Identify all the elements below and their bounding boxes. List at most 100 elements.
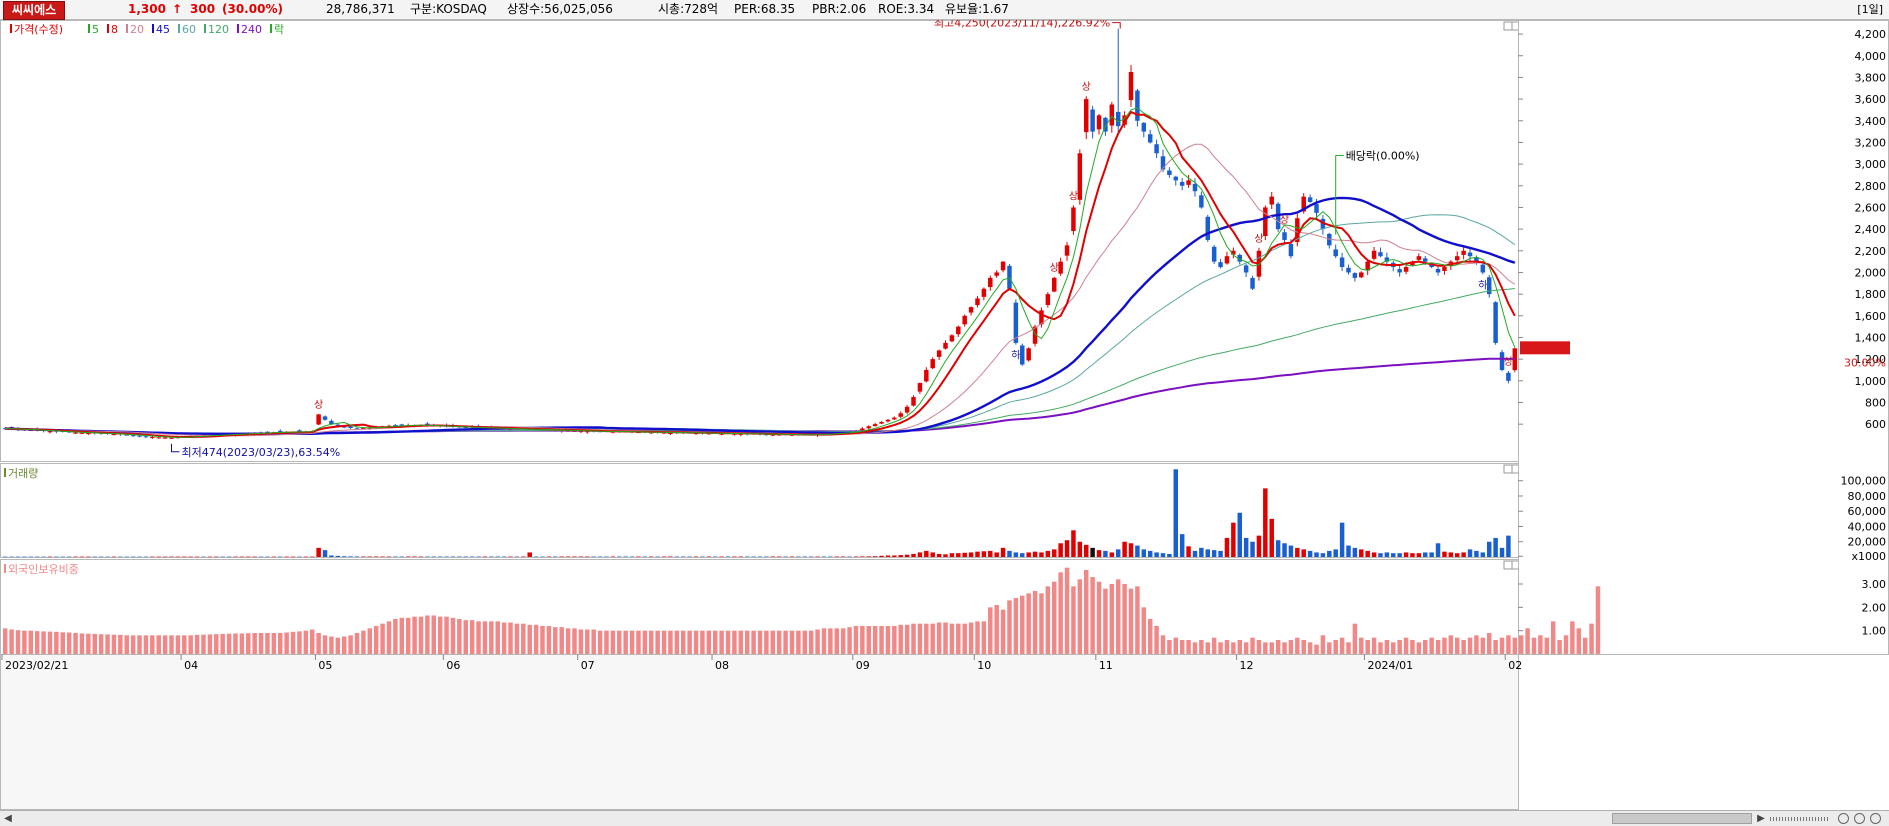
- foreign-bar-220[interactable]: [1410, 640, 1415, 654]
- candle-161[interactable]: [1032, 326, 1038, 344]
- volume-bar-99[interactable]: [636, 556, 641, 558]
- foreign-bar-131[interactable]: [840, 628, 846, 654]
- foreign-bar-53[interactable]: [341, 636, 347, 655]
- foreign-bar-119[interactable]: [764, 630, 769, 654]
- volume-bar-142[interactable]: [911, 553, 916, 557]
- foreign-bar-245[interactable]: [1570, 621, 1575, 654]
- candle-200[interactable]: [1282, 232, 1287, 240]
- volume-bar-32[interactable]: [207, 556, 213, 558]
- foreign-bar-51[interactable]: [329, 636, 334, 655]
- candle-151[interactable]: [968, 307, 974, 313]
- candle-21[interactable]: [137, 435, 142, 437]
- volume-bar-201[interactable]: [1288, 545, 1294, 557]
- foreign-bar-136[interactable]: [872, 626, 878, 654]
- foreign-bar-247[interactable]: [1582, 637, 1588, 654]
- volume-bar-202[interactable]: [1295, 547, 1300, 557]
- foreign-bar-210[interactable]: [1346, 642, 1351, 654]
- foreign-bar-86[interactable]: [553, 627, 558, 654]
- volume-bar-86[interactable]: [553, 556, 558, 558]
- volume-bar-161[interactable]: [1032, 551, 1038, 557]
- volume-bar-12[interactable]: [79, 556, 85, 558]
- volume-bar-180[interactable]: [1154, 552, 1159, 557]
- volume-bar-128[interactable]: [821, 556, 827, 558]
- candle-195[interactable]: [1250, 277, 1255, 289]
- foreign-bar-211[interactable]: [1352, 623, 1358, 654]
- scroll-right-icon[interactable]: ▶: [1757, 813, 1765, 824]
- foreign-bar-95[interactable]: [610, 630, 616, 654]
- volume-bar-81[interactable]: [521, 556, 526, 558]
- volume-bar-93[interactable]: [597, 556, 603, 558]
- volume-bar-217[interactable]: [1391, 553, 1396, 557]
- foreign-bar-100[interactable]: [642, 630, 648, 654]
- volume-bar-126[interactable]: [808, 556, 814, 558]
- foreign-bar-199[interactable]: [1275, 640, 1281, 654]
- volume-bar-118[interactable]: [757, 556, 763, 558]
- candle-43[interactable]: [278, 430, 283, 432]
- candle-24[interactable]: [156, 437, 161, 439]
- foreign-bar-112[interactable]: [719, 630, 724, 654]
- foreign-bar-160[interactable]: [1026, 593, 1031, 654]
- foreign-bar-214[interactable]: [1371, 637, 1377, 654]
- volume-bar-199[interactable]: [1275, 540, 1281, 557]
- candle-228[interactable]: [1461, 250, 1466, 255]
- candle-11[interactable]: [73, 432, 78, 434]
- volume-bar-224[interactable]: [1435, 543, 1441, 557]
- foreign-bar-24[interactable]: [156, 635, 161, 654]
- foreign-bar-240[interactable]: [1538, 635, 1543, 654]
- foreign-bar-118[interactable]: [757, 630, 763, 654]
- volume-bar-127[interactable]: [815, 556, 820, 558]
- foreign-bar-93[interactable]: [597, 630, 603, 654]
- candle-159[interactable]: [1020, 345, 1025, 365]
- foreign-bar-225[interactable]: [1442, 637, 1447, 654]
- volume-bar-34[interactable]: [220, 556, 225, 558]
- volume-bar-61[interactable]: [393, 556, 398, 558]
- volume-bar-209[interactable]: [1339, 522, 1345, 557]
- volume-bar-171[interactable]: [1096, 550, 1102, 557]
- volume-bar-167[interactable]: [1071, 530, 1076, 557]
- foreign-bar-246[interactable]: [1576, 628, 1582, 654]
- foreign-bar-130[interactable]: [834, 628, 839, 654]
- candle-221[interactable]: [1416, 256, 1422, 260]
- foreign-bar-212[interactable]: [1359, 637, 1364, 654]
- foreign-bar-242[interactable]: [1550, 621, 1556, 654]
- volume-bar-35[interactable]: [226, 556, 232, 558]
- candle-140[interactable]: [898, 413, 903, 417]
- foreign-bar-232[interactable]: [1486, 633, 1492, 654]
- foreign-bar-177[interactable]: [1135, 586, 1140, 654]
- foreign-bar-117[interactable]: [751, 630, 756, 654]
- foreign-bar-80[interactable]: [514, 623, 520, 654]
- candle-56[interactable]: [361, 427, 366, 430]
- volume-bar-129[interactable]: [828, 556, 833, 558]
- foreign-bar-0[interactable]: [2, 628, 8, 654]
- volume-bar-87[interactable]: [559, 556, 564, 558]
- volume-bar-227[interactable]: [1454, 553, 1460, 557]
- candle-220[interactable]: [1410, 261, 1415, 266]
- candle-211[interactable]: [1352, 273, 1358, 278]
- volume-bar-91[interactable]: [585, 556, 590, 558]
- volume-bar-233[interactable]: [1493, 537, 1498, 557]
- candle-187[interactable]: [1199, 195, 1204, 208]
- volume-bar-22[interactable]: [143, 556, 149, 558]
- candle-179[interactable]: [1147, 134, 1153, 143]
- foreign-bar-96[interactable]: [617, 630, 622, 654]
- foreign-bar-235[interactable]: [1506, 635, 1511, 654]
- foreign-bar-151[interactable]: [968, 622, 974, 655]
- foreign-bar-222[interactable]: [1423, 640, 1428, 654]
- volume-bar-154[interactable]: [988, 550, 993, 557]
- volume-bar-220[interactable]: [1410, 553, 1415, 557]
- volume-bar-42[interactable]: [271, 556, 277, 558]
- foreign-bar-184[interactable]: [1179, 640, 1185, 654]
- candle-157[interactable]: [1007, 265, 1012, 289]
- foreign-bar-105[interactable]: [674, 630, 680, 654]
- volume-bar-18[interactable]: [118, 556, 123, 558]
- foreign-bar-125[interactable]: [802, 630, 808, 654]
- foreign-bar-36[interactable]: [233, 633, 238, 654]
- scroll-thumb[interactable]: [1612, 813, 1752, 824]
- volume-bar-164[interactable]: [1052, 549, 1057, 557]
- candle-185[interactable]: [1186, 180, 1191, 185]
- volume-bar-225[interactable]: [1442, 551, 1447, 557]
- foreign-bar-191[interactable]: [1224, 640, 1230, 654]
- foreign-bar-40[interactable]: [258, 633, 264, 654]
- foreign-bar-106[interactable]: [681, 630, 686, 654]
- volume-bar-85[interactable]: [546, 556, 552, 558]
